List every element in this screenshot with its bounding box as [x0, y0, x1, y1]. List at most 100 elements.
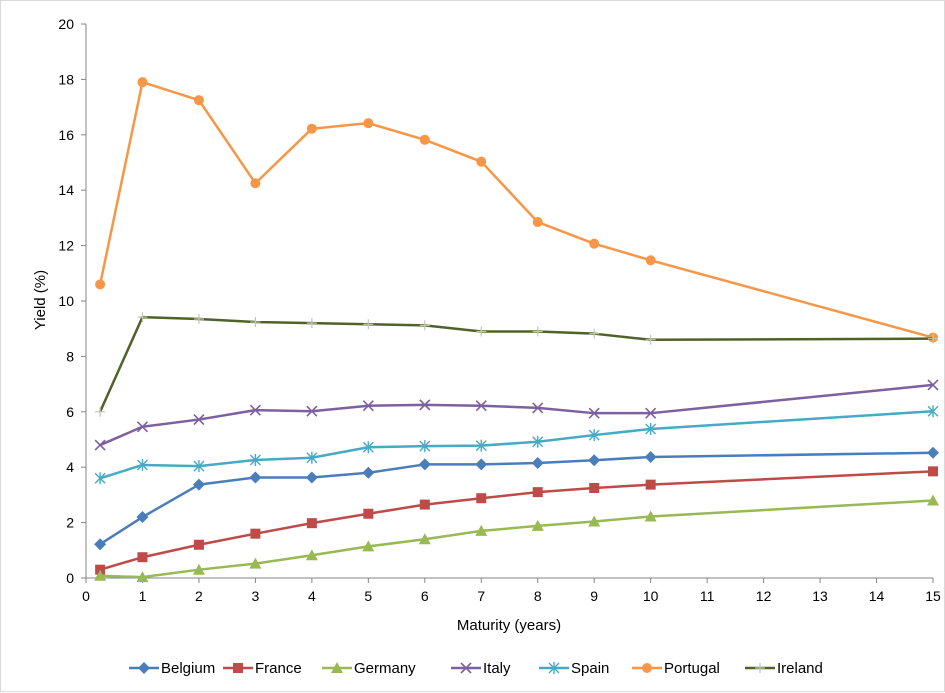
spain-point — [193, 460, 205, 473]
italy-point — [193, 413, 205, 426]
belgium-point — [475, 458, 488, 471]
ireland-point — [476, 326, 487, 337]
spain-point — [532, 435, 544, 448]
france-point — [363, 508, 374, 519]
belgium-point — [94, 538, 107, 551]
germany-point — [192, 563, 205, 575]
france-point — [928, 466, 938, 477]
spain-point — [94, 472, 106, 485]
france-point — [419, 499, 430, 510]
portugal-point — [645, 255, 656, 266]
x-tick-label: 14 — [869, 588, 885, 604]
x-tick-label: 7 — [477, 588, 485, 604]
x-tick-label: 4 — [308, 588, 316, 604]
ireland-line — [98, 315, 934, 413]
legend-item-ireland: Ireland — [745, 660, 823, 677]
x-tick-label: 3 — [252, 588, 260, 604]
legend-item-belgium: Belgium — [129, 660, 215, 677]
x-axis-title: Maturity (years) — [457, 617, 561, 634]
y-tick-label: 2 — [66, 515, 74, 531]
ireland-point — [306, 318, 317, 329]
portugal-point — [193, 95, 204, 106]
legend-label: Germany — [354, 660, 416, 677]
legend-marker — [460, 662, 472, 674]
ireland-point — [250, 317, 261, 328]
legend-marker — [233, 663, 243, 673]
spain-point — [362, 441, 374, 454]
y-tick-label: 4 — [66, 459, 74, 475]
series-germany — [94, 494, 939, 583]
legend-label: France — [255, 660, 302, 677]
y-tick-label: 20 — [58, 16, 74, 32]
portugal-point — [532, 217, 543, 228]
y-tick-label: 18 — [58, 71, 74, 87]
belgium-point — [588, 454, 601, 467]
france-point — [589, 482, 600, 493]
legend-label: Spain — [571, 660, 609, 677]
italy-point — [136, 421, 149, 433]
y-tick-label: 8 — [66, 348, 74, 364]
portugal-point — [476, 156, 487, 167]
legend-item-france: France — [223, 660, 302, 677]
series-italy — [94, 379, 939, 451]
legend-label: Italy — [483, 660, 511, 677]
ireland-point — [363, 319, 374, 330]
series-france — [95, 466, 938, 575]
x-tick-label: 9 — [590, 588, 598, 604]
italy-point — [588, 407, 600, 419]
legend-item-italy: Italy — [451, 660, 511, 677]
spain-line — [99, 409, 934, 480]
italy-point — [419, 399, 431, 411]
spain-point — [136, 458, 148, 471]
italy-point — [306, 405, 318, 417]
ireland-point — [193, 314, 204, 325]
germany-point — [94, 569, 107, 581]
y-tick-label: 12 — [58, 238, 74, 254]
ireland-point — [95, 406, 106, 417]
ireland-point — [532, 326, 543, 337]
y-tick-label: 6 — [66, 404, 74, 420]
x-tick-label: 8 — [534, 588, 542, 604]
belgium-point — [644, 450, 657, 463]
ireland-point — [928, 333, 938, 344]
x-tick-label: 1 — [139, 588, 147, 604]
belgium-point — [249, 471, 262, 484]
portugal-point — [137, 77, 148, 88]
x-tick-label: 10 — [643, 588, 659, 604]
legend-marker — [331, 662, 343, 673]
germany-point — [362, 540, 375, 552]
belgium-point — [192, 478, 205, 491]
spain-point — [306, 451, 318, 464]
series-belgium — [94, 446, 939, 551]
italy-point — [249, 404, 261, 416]
portugal-point — [419, 134, 430, 145]
series-ireland — [95, 312, 938, 417]
spain-point — [927, 405, 939, 418]
portugal-point — [589, 238, 600, 249]
france-point — [250, 528, 261, 539]
portugal-point — [250, 178, 261, 189]
spain-point — [249, 453, 261, 466]
y-axis-title: Yield (%) — [32, 270, 49, 330]
legend-marker — [548, 662, 560, 674]
belgium-point — [362, 466, 375, 479]
france-line — [99, 470, 934, 571]
germany-point — [418, 533, 431, 545]
x-tick-label: 2 — [195, 588, 203, 604]
y-tick-label: 10 — [58, 293, 74, 309]
france-point — [306, 518, 317, 529]
ireland-point — [137, 312, 148, 323]
spain-point — [419, 440, 431, 453]
x-tick-label: 0 — [82, 588, 90, 604]
france-point — [476, 493, 487, 504]
belgium-point — [531, 457, 544, 470]
x-tick-label: 5 — [364, 588, 372, 604]
ireland-point — [589, 328, 600, 339]
italy-point — [94, 439, 106, 451]
legend-item-portugal: Portugal — [632, 660, 720, 677]
x-tick-label: 15 — [925, 588, 941, 604]
spain-point — [588, 429, 600, 442]
